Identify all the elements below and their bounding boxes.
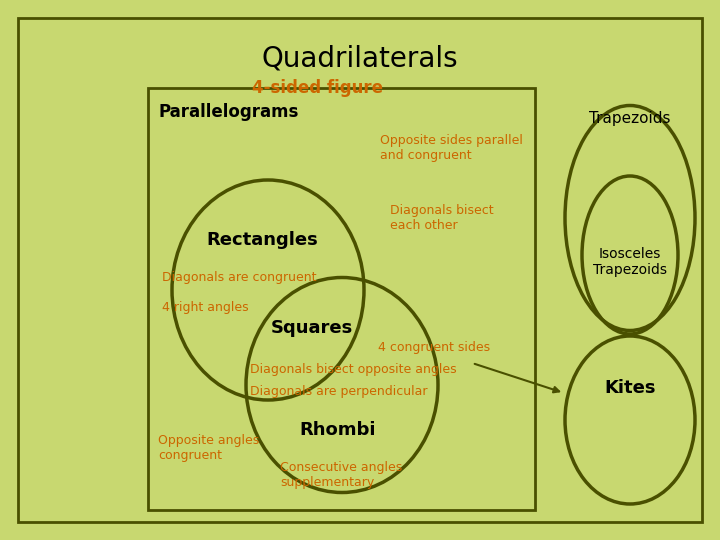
- Text: Diagonals bisect
each other: Diagonals bisect each other: [390, 204, 494, 232]
- Text: Quadrilaterals: Quadrilaterals: [261, 44, 459, 72]
- Text: 4-sided figure: 4-sided figure: [252, 79, 383, 97]
- Text: Diagonals are perpendicular: Diagonals are perpendicular: [250, 386, 428, 399]
- Text: Squares: Squares: [271, 319, 353, 337]
- Text: Opposite sides parallel
and congruent: Opposite sides parallel and congruent: [380, 134, 523, 162]
- Text: Parallelograms: Parallelograms: [158, 103, 298, 121]
- Text: Diagonals are congruent: Diagonals are congruent: [162, 272, 317, 285]
- Text: Trapezoids: Trapezoids: [589, 111, 671, 125]
- Text: Isosceles
Trapezoids: Isosceles Trapezoids: [593, 247, 667, 277]
- Text: Diagonals bisect opposite angles: Diagonals bisect opposite angles: [250, 363, 456, 376]
- Text: 4 right angles: 4 right angles: [162, 301, 248, 314]
- Text: 4 congruent sides: 4 congruent sides: [378, 341, 490, 354]
- Text: Opposite angles
congruent: Opposite angles congruent: [158, 434, 259, 462]
- Text: Rhombi: Rhombi: [300, 421, 377, 439]
- Text: Rectangles: Rectangles: [206, 231, 318, 249]
- Text: Kites: Kites: [604, 379, 656, 397]
- Text: Consecutive angles
supplementary: Consecutive angles supplementary: [280, 461, 402, 489]
